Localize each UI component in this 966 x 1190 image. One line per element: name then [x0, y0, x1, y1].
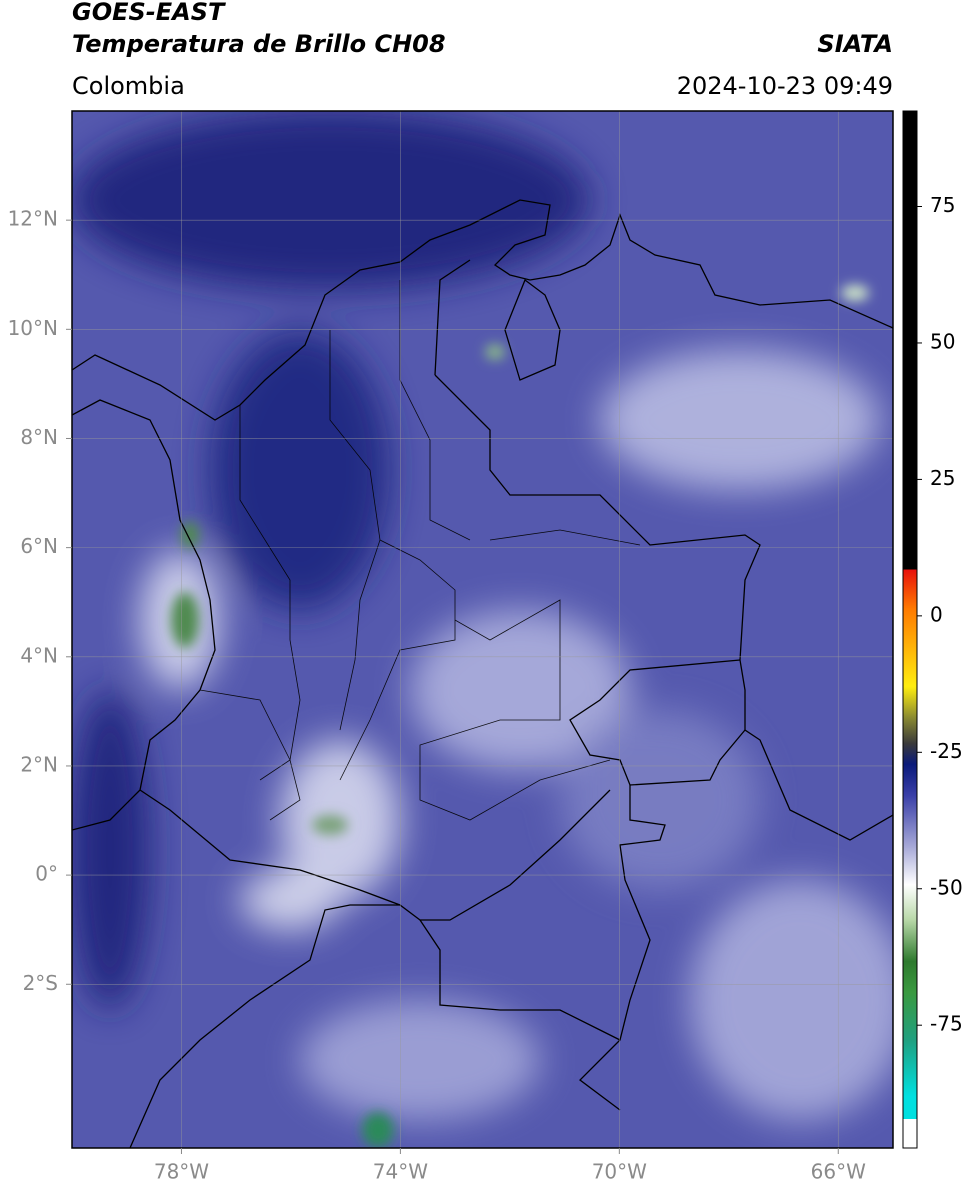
satellite-image	[72, 111, 893, 1148]
y-tick-label: 2°N	[20, 752, 58, 776]
colorbar-tick-label: -50	[930, 875, 963, 899]
y-tick-label: 4°N	[20, 643, 58, 667]
department-borders	[199, 280, 641, 821]
y-tick-label: 10°N	[8, 316, 58, 340]
colorbar-tick-label: -75	[930, 1012, 963, 1036]
y-tick-label: 8°N	[20, 425, 58, 449]
title: GOES-EAST	[72, 0, 225, 26]
subtitle: Temperatura de Brillo CH08	[72, 30, 446, 58]
region: Colombia	[72, 72, 185, 100]
y-tick-label: 2°S	[23, 971, 58, 995]
colorbar-tick-label: 0	[930, 602, 943, 626]
source: SIATA	[817, 30, 893, 58]
colorbar	[902, 110, 918, 1149]
x-tick-label: 70°W	[592, 1160, 647, 1184]
y-tick-label: 12°N	[8, 207, 58, 231]
colorbar-tick-label: -25	[930, 739, 963, 763]
colorbar-tick-label: 75	[930, 193, 955, 217]
x-tick-label: 74°W	[373, 1160, 428, 1184]
country-borders	[72, 199, 893, 1148]
y-tick-label: 0°	[35, 862, 58, 886]
datetime: 2024-10-23 09:49	[676, 72, 893, 100]
colorbar-tick-label: 25	[930, 466, 955, 490]
y-tick-label: 6°N	[20, 534, 58, 558]
colorbar-tick-label: 50	[930, 329, 955, 353]
x-tick-label: 78°W	[154, 1160, 209, 1184]
map-frame	[71, 110, 894, 1149]
x-tick-label: 66°W	[811, 1160, 866, 1184]
